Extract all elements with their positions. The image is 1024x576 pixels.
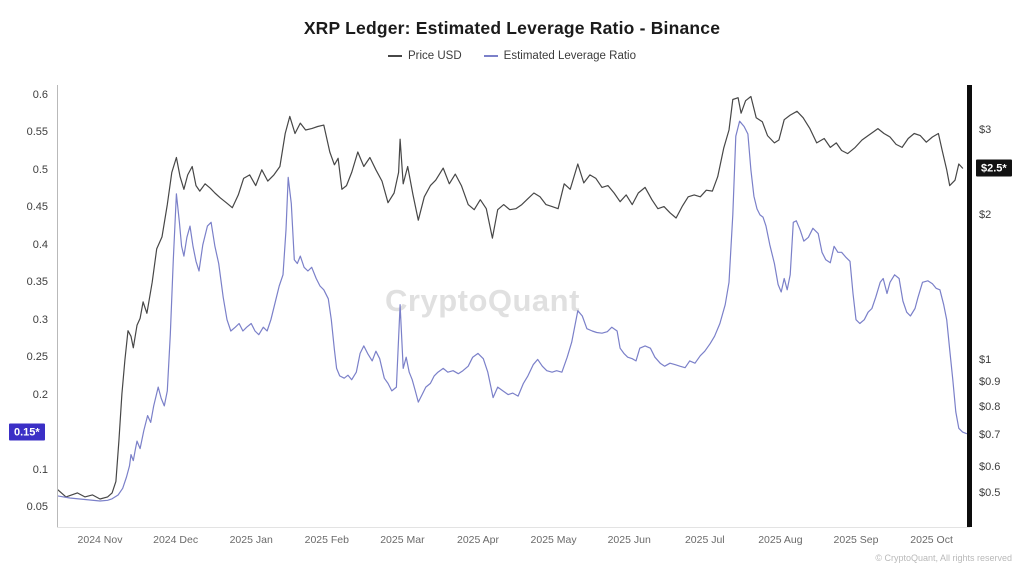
legend-item-1[interactable]: Estimated Leverage Ratio bbox=[483, 50, 636, 62]
left-tick-label: 0.4 bbox=[32, 238, 48, 251]
x-tick-label: 2025 Sep bbox=[833, 534, 879, 546]
x-tick-label: 2024 Nov bbox=[77, 534, 123, 546]
left-tick-label: 0.35 bbox=[26, 276, 48, 289]
right-tick-label: $0.9 bbox=[979, 376, 1001, 389]
right-tick-label: $0.5 bbox=[979, 487, 1001, 499]
x-tick-label: 2025 Jun bbox=[607, 534, 651, 546]
series-line-estimated-leverage-ratio bbox=[57, 120, 968, 502]
legend-label: Price USD bbox=[407, 50, 462, 62]
current-price-badge: $2.5* bbox=[976, 159, 1012, 177]
left-tick-label: 0.6 bbox=[32, 89, 48, 101]
left-tick-label: 0.3 bbox=[32, 313, 48, 326]
current-leverage-badge: 0.15* bbox=[9, 423, 45, 441]
left-tick-label: 0.25 bbox=[26, 351, 48, 364]
chart-title: XRP Ledger: Estimated Leverage Ratio - B… bbox=[303, 18, 721, 38]
right-tick-label: $2 bbox=[979, 208, 992, 221]
right-tick-label: $0.7 bbox=[979, 428, 1001, 441]
right-tick-label: $3 bbox=[979, 123, 992, 136]
left-tick-label: 0.55 bbox=[26, 126, 48, 139]
x-tick-label: 2025 Jul bbox=[684, 534, 725, 546]
x-tick-label: 2025 May bbox=[530, 534, 577, 546]
left-tick-label: 0.5 bbox=[32, 163, 48, 176]
x-tick-label: 2024 Dec bbox=[153, 534, 199, 546]
copyright-footer: © CryptoQuant, All rights reserved bbox=[875, 553, 1012, 563]
right-axis-bar bbox=[967, 85, 972, 527]
left-axis-line bbox=[57, 85, 58, 527]
legend-dash-icon bbox=[387, 55, 402, 57]
right-tick-label: $0.6 bbox=[979, 460, 1001, 473]
x-tick-label: 2025 Apr bbox=[456, 534, 500, 546]
x-tick-label: 2025 Aug bbox=[758, 534, 803, 546]
x-tick-label: 2025 Mar bbox=[380, 534, 425, 546]
x-axis-line bbox=[57, 527, 970, 528]
left-tick-label: 0.2 bbox=[32, 388, 48, 401]
series-line-price-usd bbox=[57, 95, 964, 500]
cryptoquant-watermark: CryptoQuant bbox=[385, 283, 580, 318]
legend-item-0[interactable]: Price USD bbox=[387, 50, 462, 62]
x-tick-label: 2025 Oct bbox=[910, 534, 953, 546]
right-tick-label: $1 bbox=[979, 354, 992, 366]
x-tick-label: 2025 Jan bbox=[229, 534, 273, 546]
left-tick-label: 0.1 bbox=[32, 463, 48, 476]
chart-legend: Price USD Estimated Leverage Ratio bbox=[0, 50, 1024, 62]
x-tick-label: 2025 Feb bbox=[304, 534, 349, 546]
left-tick-label: 0.05 bbox=[26, 501, 48, 513]
legend-dash-icon bbox=[483, 55, 498, 57]
right-tick-label: $0.8 bbox=[979, 400, 1001, 413]
left-tick-label: 0.45 bbox=[26, 201, 48, 214]
legend-label: Estimated Leverage Ratio bbox=[503, 50, 636, 62]
